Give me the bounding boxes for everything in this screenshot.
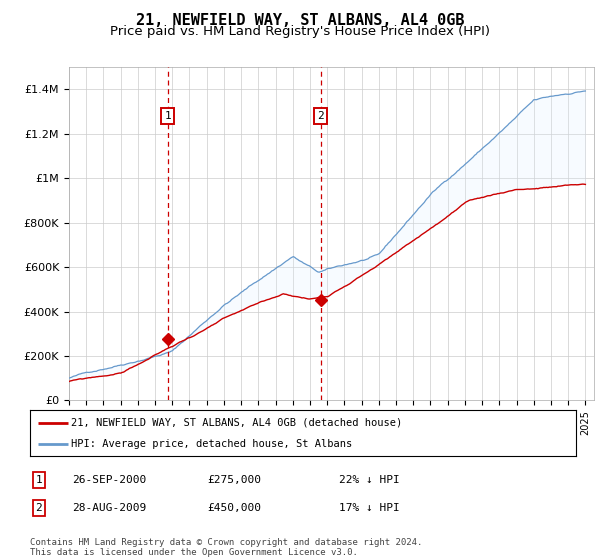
Text: £275,000: £275,000	[207, 475, 261, 485]
Text: 21, NEWFIELD WAY, ST ALBANS, AL4 0GB (detached house): 21, NEWFIELD WAY, ST ALBANS, AL4 0GB (de…	[71, 418, 402, 428]
Text: 22% ↓ HPI: 22% ↓ HPI	[339, 475, 400, 485]
Text: 2: 2	[35, 503, 43, 513]
Text: Contains HM Land Registry data © Crown copyright and database right 2024.
This d: Contains HM Land Registry data © Crown c…	[30, 538, 422, 557]
Text: 28-AUG-2009: 28-AUG-2009	[72, 503, 146, 513]
Text: Price paid vs. HM Land Registry's House Price Index (HPI): Price paid vs. HM Land Registry's House …	[110, 25, 490, 38]
Text: £450,000: £450,000	[207, 503, 261, 513]
Text: 17% ↓ HPI: 17% ↓ HPI	[339, 503, 400, 513]
Text: HPI: Average price, detached house, St Albans: HPI: Average price, detached house, St A…	[71, 439, 352, 449]
Text: 1: 1	[35, 475, 43, 485]
Text: 2: 2	[317, 111, 324, 121]
Text: 21, NEWFIELD WAY, ST ALBANS, AL4 0GB: 21, NEWFIELD WAY, ST ALBANS, AL4 0GB	[136, 13, 464, 28]
Text: 1: 1	[164, 111, 171, 121]
Text: 26-SEP-2000: 26-SEP-2000	[72, 475, 146, 485]
